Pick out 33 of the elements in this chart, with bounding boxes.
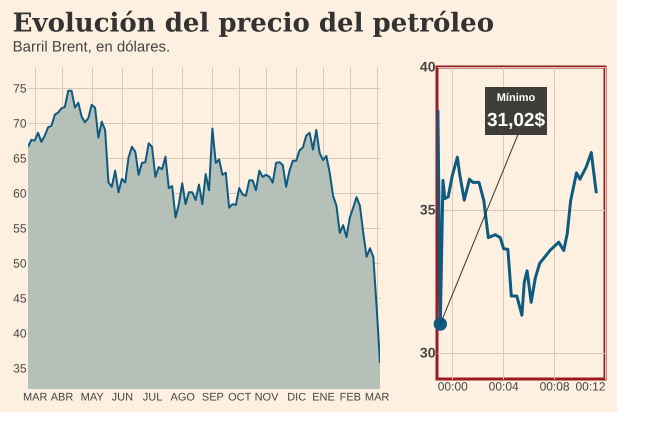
x-tick-label: 00:04 [488, 380, 520, 394]
x-tick-label: MAY [80, 392, 104, 404]
x-tick-label: JUN [112, 392, 134, 404]
y-tick-label: 55 [13, 222, 27, 236]
x-tick-label: MAR [364, 392, 390, 404]
y-tick-label: 35 [420, 202, 436, 218]
chart-subtitle: Barril Brent, en dólares. [12, 38, 170, 56]
x-tick-label: MAR [22, 392, 48, 404]
annotation: Mínimo [496, 92, 536, 104]
x-tick-label: JUL [142, 392, 162, 404]
y-tick-label: 35 [13, 362, 27, 376]
x-tick-label: NOV [254, 392, 280, 404]
x-tick-label: 00:12 [575, 380, 606, 394]
y-tick-label: 50 [13, 256, 27, 270]
y-tick-label: 45 [13, 292, 27, 306]
y-tick-label: 30 [420, 344, 436, 361]
chart-title: Evolución del precio del petróleo [12, 8, 494, 38]
x-tick-label: ENE [312, 392, 335, 404]
y-tick-label: 70 [13, 116, 27, 130]
x-tick-label: AGO [170, 392, 196, 404]
y-tick-label: 75 [13, 82, 27, 96]
x-tick-label: 00:00 [438, 380, 468, 394]
x-tick-label: FEB [340, 392, 362, 404]
x-tick-label: 00:08 [540, 380, 570, 394]
y-tick-label: 60 [13, 186, 27, 200]
annotation: 31,02$ [486, 110, 546, 131]
x-tick-label: DIC [287, 392, 306, 404]
y-tick-label: 65 [13, 152, 27, 166]
x-tick-label: OCT [228, 392, 252, 404]
x-tick-label: SEP [202, 392, 224, 404]
y-tick-label: 40 [13, 326, 27, 340]
y-tick-label: 40 [420, 58, 436, 74]
x-tick-label: ABR [50, 392, 74, 404]
